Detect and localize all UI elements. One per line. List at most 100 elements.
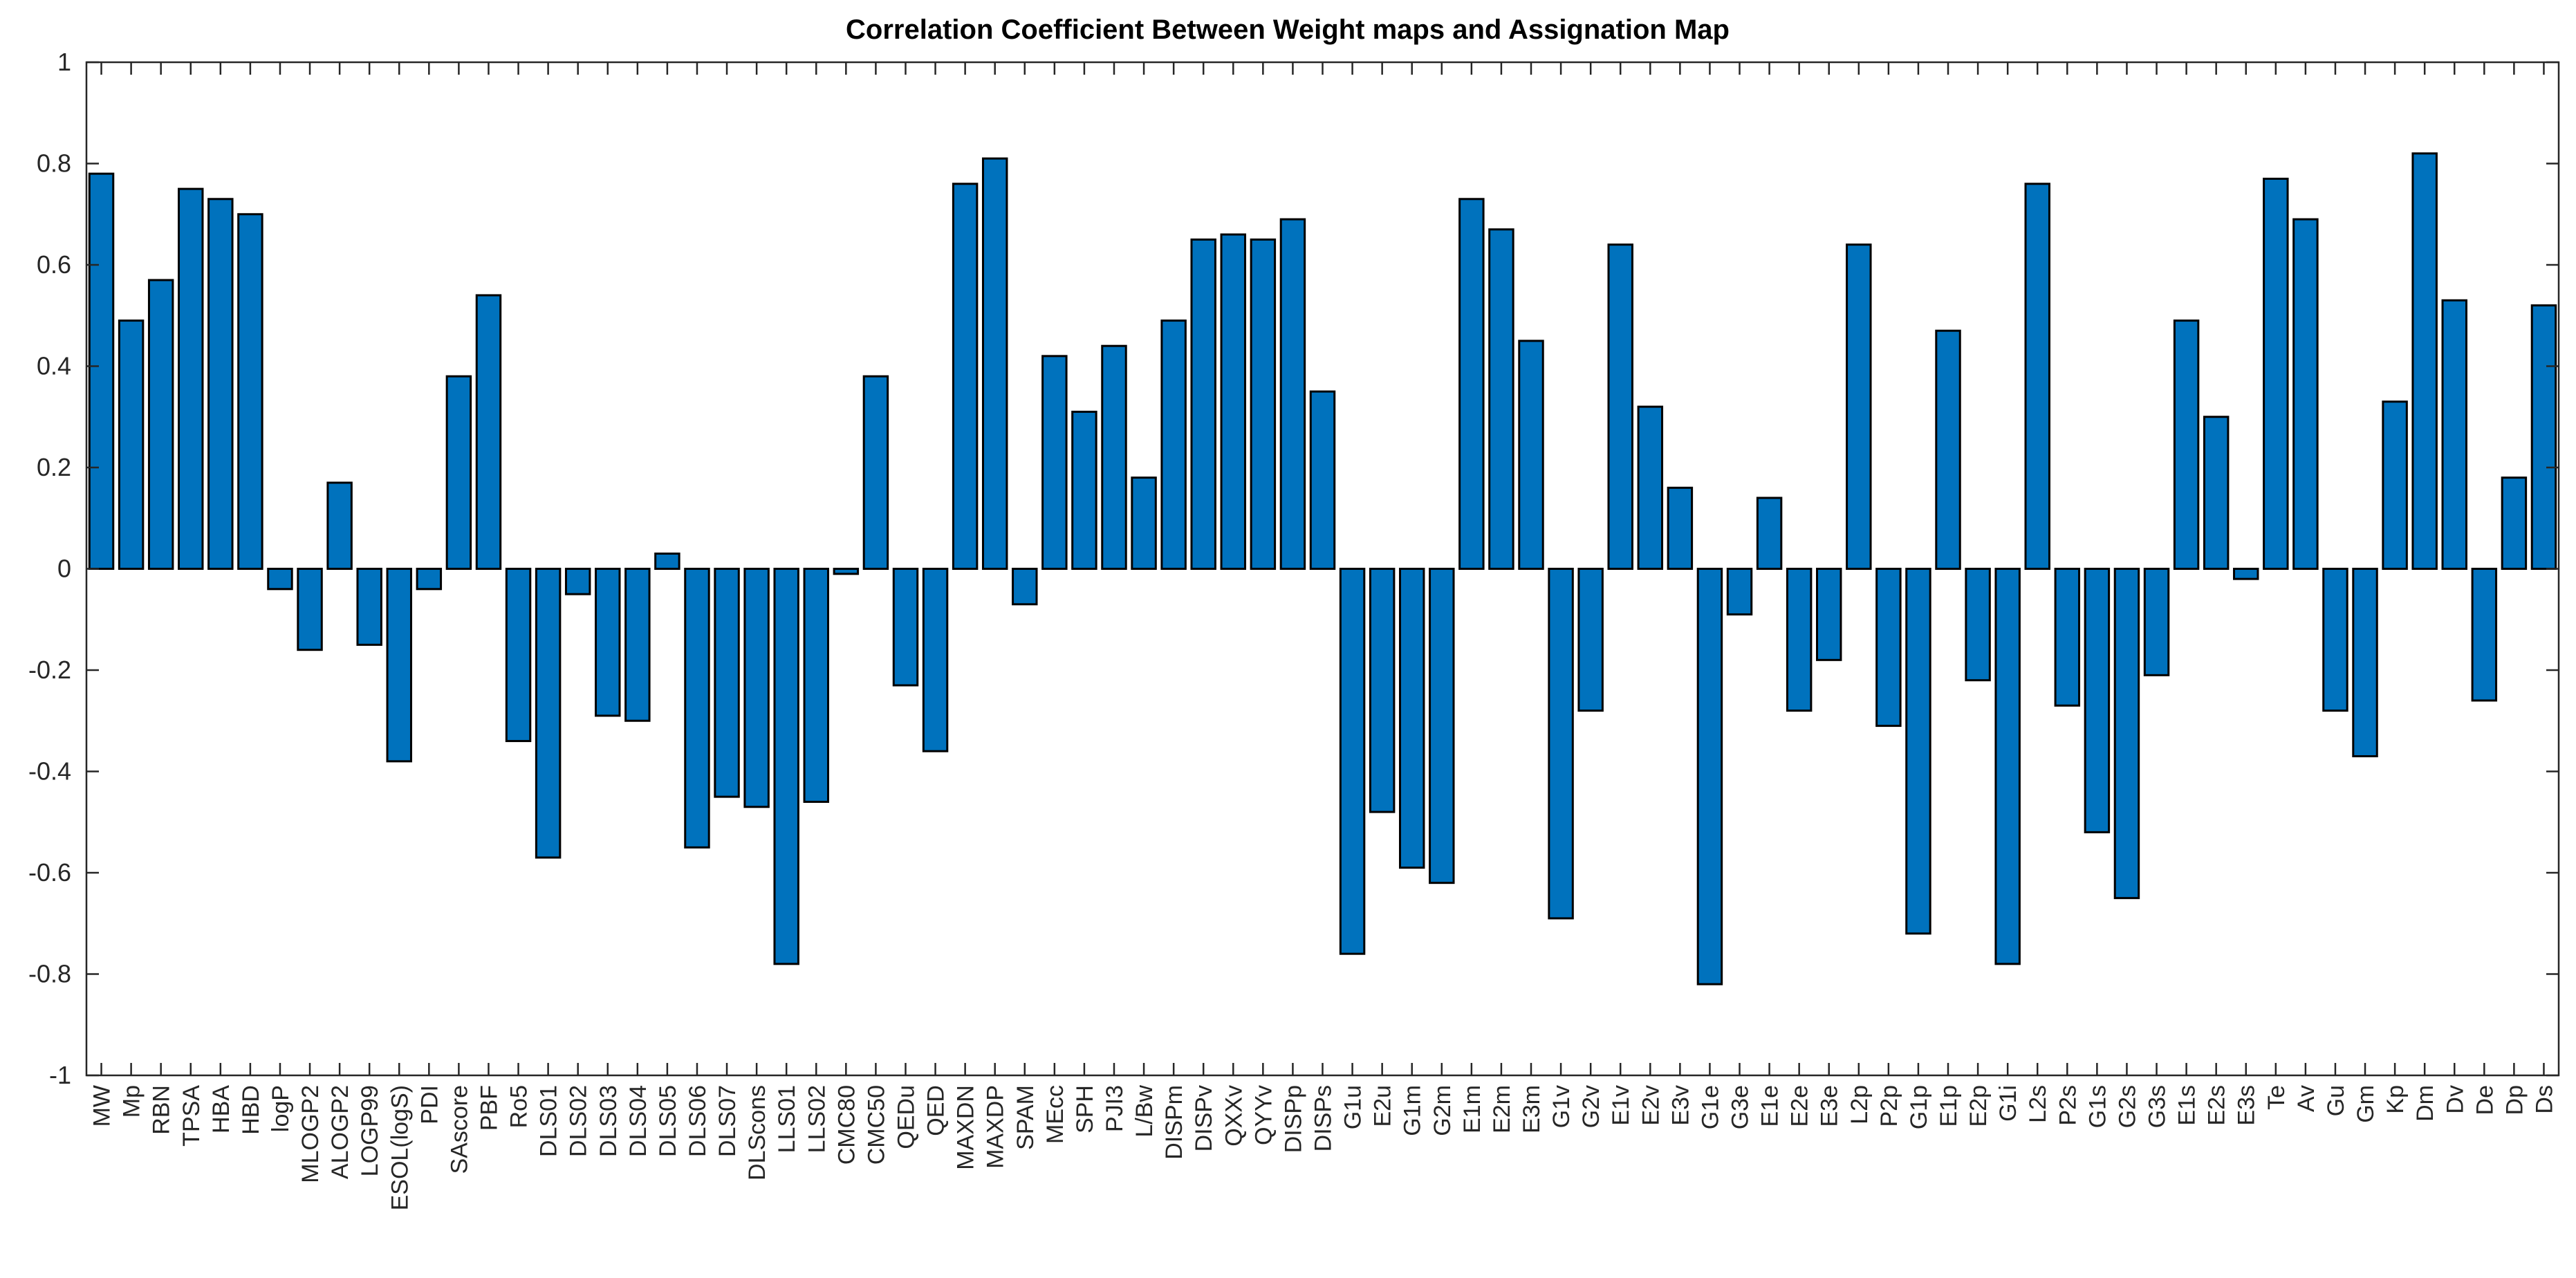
- bar-PBF: [475, 294, 502, 570]
- bar-CMC80: [833, 568, 860, 575]
- x-tick-label: ALOGP2: [327, 1085, 353, 1179]
- bar-E3e: [1816, 568, 1842, 661]
- bar-DLS04: [624, 568, 651, 722]
- bar-G1p: [1905, 568, 1931, 935]
- y-tick-label: -0.6: [28, 858, 71, 887]
- bar-Mp: [118, 320, 145, 570]
- bar-RBN: [147, 279, 174, 570]
- y-tick-label: 0.4: [37, 352, 71, 380]
- x-tick-label: L2s: [2025, 1085, 2051, 1123]
- x-tick-label: Ro5: [506, 1085, 532, 1128]
- bar-DLScons: [743, 568, 770, 808]
- x-tick-label: DLS05: [655, 1085, 681, 1157]
- bar-DLS05: [654, 553, 680, 571]
- y-tick-label: -1: [49, 1061, 71, 1089]
- bar-HBD: [237, 213, 263, 570]
- y-tick-label: 0.6: [37, 250, 71, 279]
- bar-G1u: [1339, 568, 1366, 955]
- bar-E1e: [1756, 497, 1783, 571]
- x-tick-label: DISPp: [1280, 1085, 1306, 1153]
- bar-MW: [88, 172, 115, 570]
- bar-LOGP99: [356, 568, 382, 646]
- x-tick-label: TPSA: [178, 1085, 205, 1147]
- x-tick-label: ESOL(logS): [387, 1085, 413, 1210]
- bars-layer: [88, 152, 2557, 985]
- x-tick-label: DLS07: [714, 1085, 741, 1157]
- bar-PDI: [416, 568, 443, 591]
- x-tick-label: E1e: [1757, 1085, 1783, 1127]
- x-tick-label: MEcc: [1042, 1085, 1068, 1144]
- bar-E1s: [2173, 320, 2200, 570]
- bar-G3e: [1726, 568, 1753, 615]
- y-axis: -1 -0.8 -0.6 -0.4 -0.2 0 0.2 0.4 0.6 0.8 1: [28, 48, 2559, 1089]
- x-tick-label: LLS01: [774, 1085, 800, 1153]
- y-tick-label: 1: [57, 48, 71, 76]
- y-tick-label: 0.8: [37, 149, 71, 178]
- bar-E3v: [1667, 486, 1694, 570]
- bar-SAscore: [445, 375, 472, 571]
- bar-E2m: [1488, 228, 1514, 570]
- x-tick-label: DISPs: [1310, 1085, 1337, 1151]
- bar-TPSA: [178, 187, 204, 571]
- x-tick-label: Kp: [2382, 1085, 2409, 1114]
- bar-DLS06: [684, 568, 710, 849]
- bar-L/Bw: [1131, 476, 1157, 571]
- x-tick-label: Dv: [2442, 1085, 2468, 1114]
- bar-L2p: [1846, 243, 1872, 570]
- x-tick-label: E3s: [2234, 1085, 2260, 1126]
- bar-Dm: [2411, 152, 2438, 571]
- x-tick-label: LOGP99: [357, 1085, 383, 1176]
- bar-QXXv: [1220, 233, 1247, 570]
- x-tick-label: L/Bw: [1131, 1085, 1158, 1138]
- bar-G1v: [1548, 568, 1574, 920]
- x-tick-label: DLS01: [536, 1085, 562, 1157]
- x-tick-label: Te: [2263, 1085, 2290, 1110]
- x-tick-label: SPAM: [1012, 1085, 1039, 1150]
- x-tick-label: logP: [268, 1085, 294, 1132]
- x-tick-label: Gm: [2353, 1085, 2379, 1123]
- bar-SPH: [1071, 410, 1097, 570]
- bar-QEDu: [892, 568, 919, 687]
- x-tick-label: DLS04: [625, 1085, 651, 1157]
- x-tick-label: G1m: [1400, 1085, 1426, 1136]
- bar-DLS07: [714, 568, 740, 798]
- x-tick-label: G1u: [1340, 1085, 1366, 1129]
- x-tick-label: DLScons: [744, 1085, 770, 1180]
- x-tick-label: QEDu: [893, 1085, 919, 1149]
- bar-DISPv: [1190, 238, 1216, 571]
- x-tick-label: Ds: [2531, 1085, 2557, 1114]
- x-tick-label: E1m: [1459, 1085, 1485, 1133]
- bar-Gm: [2352, 568, 2378, 758]
- x-tick-label: E1v: [1608, 1085, 1634, 1126]
- bar-MAXDP: [981, 157, 1008, 571]
- bar-MLOGP2: [297, 568, 323, 651]
- bar-QYYv: [1250, 238, 1277, 571]
- bar-L2s: [2024, 183, 2050, 570]
- x-tick-label: PBF: [476, 1085, 502, 1131]
- x-tick-label: MLOGP2: [297, 1085, 324, 1183]
- bar-DISPs: [1309, 390, 1336, 571]
- x-tick-label: Mp: [119, 1085, 145, 1118]
- bar-Te: [2263, 177, 2289, 571]
- x-tick-label: E2v: [1638, 1085, 1664, 1126]
- bar-DISPm: [1160, 320, 1187, 570]
- x-tick-label: G2m: [1429, 1085, 1456, 1136]
- x-tick-label: SAscore: [446, 1085, 472, 1174]
- bar-Gu: [2322, 568, 2348, 712]
- bar-E1p: [1935, 329, 1961, 570]
- bar-E2u: [1369, 568, 1396, 813]
- x-tick-label: E2u: [1370, 1085, 1396, 1127]
- x-tick-label: E3v: [1667, 1085, 1694, 1126]
- x-tick-label: LLS02: [804, 1085, 830, 1153]
- x-tick-label: G2s: [2114, 1085, 2140, 1128]
- bar-E3s: [2233, 568, 2259, 580]
- x-tick-label: DLS06: [685, 1085, 711, 1157]
- bar-Ds: [2530, 304, 2557, 570]
- y-tick-label: 0: [57, 555, 71, 583]
- x-tick-label: G3s: [2144, 1085, 2171, 1128]
- bar-Kp: [2382, 400, 2408, 571]
- chart-title: Correlation Coefficient Between Weight m…: [846, 15, 1730, 45]
- bar-G2m: [1429, 568, 1455, 885]
